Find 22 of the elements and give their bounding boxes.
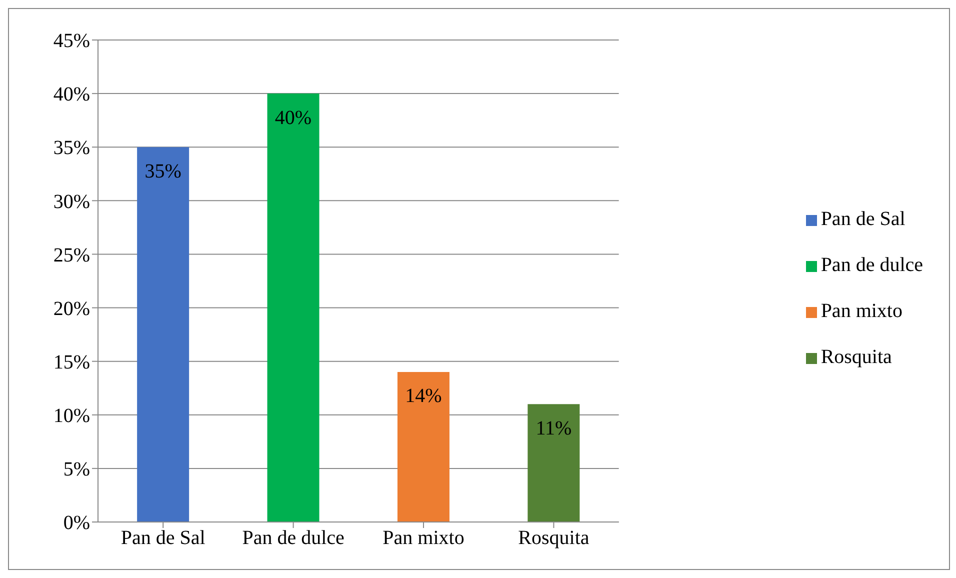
legend-label: Pan de Sal [820, 208, 906, 230]
y-tick-label: 20% [53, 298, 90, 320]
legend-label: Rosquita [820, 346, 892, 368]
y-tick-label: 5% [63, 458, 90, 481]
x-tick-label: Pan de Sal [120, 527, 206, 550]
data-label: 11% [536, 417, 572, 440]
legend-label: Pan de dulce [820, 254, 923, 276]
y-tick-label: 0% [63, 512, 90, 534]
y-tick-label: 15% [53, 351, 90, 374]
y-tick-label: 25% [53, 244, 90, 266]
data-label: 40% [274, 106, 312, 129]
legend-label: Pan mixto [820, 300, 902, 322]
y-tick-label: 10% [53, 404, 90, 427]
data-label: 35% [144, 160, 182, 182]
y-tick-label: 45% [53, 30, 90, 52]
data-label: 14% [405, 385, 442, 408]
x-tick-label: Rosquita [518, 527, 590, 550]
x-tick-label: Pan de dulce [242, 527, 345, 550]
y-tick-label: 40% [53, 84, 90, 106]
y-tick-label: 30% [53, 190, 90, 213]
x-tick-label: Pan mixto [382, 527, 464, 550]
y-tick-label: 35% [53, 137, 90, 160]
